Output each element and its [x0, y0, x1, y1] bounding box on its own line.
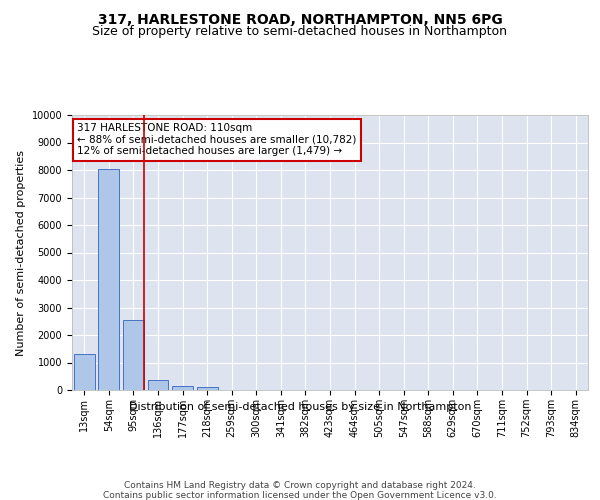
- Y-axis label: Number of semi-detached properties: Number of semi-detached properties: [16, 150, 26, 356]
- Text: Contains public sector information licensed under the Open Government Licence v3: Contains public sector information licen…: [103, 491, 497, 500]
- Text: 317 HARLESTONE ROAD: 110sqm
← 88% of semi-detached houses are smaller (10,782)
1: 317 HARLESTONE ROAD: 110sqm ← 88% of sem…: [77, 123, 356, 156]
- Text: Size of property relative to semi-detached houses in Northampton: Size of property relative to semi-detach…: [92, 25, 508, 38]
- Bar: [148, 380, 169, 390]
- Bar: [197, 387, 218, 390]
- Bar: [98, 170, 119, 390]
- Bar: [172, 386, 193, 390]
- Text: Distribution of semi-detached houses by size in Northampton: Distribution of semi-detached houses by …: [129, 402, 471, 412]
- Text: Contains HM Land Registry data © Crown copyright and database right 2024.: Contains HM Land Registry data © Crown c…: [124, 481, 476, 490]
- Bar: [123, 320, 144, 390]
- Text: 317, HARLESTONE ROAD, NORTHAMPTON, NN5 6PG: 317, HARLESTONE ROAD, NORTHAMPTON, NN5 6…: [98, 12, 502, 26]
- Bar: [74, 354, 95, 390]
